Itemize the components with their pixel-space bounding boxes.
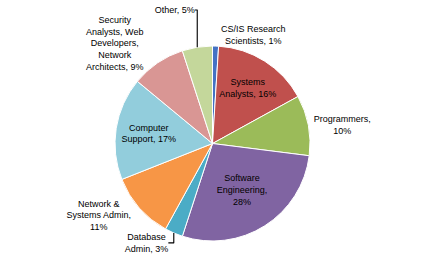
svg-text:SoftwareEngineering,28%: SoftwareEngineering,28% <box>217 173 268 206</box>
svg-text:CS/IS ResearchScientists, 1%: CS/IS ResearchScientists, 1% <box>221 24 286 46</box>
svg-text:SecurityAnalysts, WebDeveloper: SecurityAnalysts, WebDevelopers,NetworkA… <box>86 15 144 72</box>
svg-text:SystemsAnalysts, 16%: SystemsAnalysts, 16% <box>219 77 276 99</box>
svg-text:Programmers,10%: Programmers,10% <box>314 114 371 136</box>
svg-text:Other, 5%: Other, 5% <box>155 5 195 15</box>
svg-text:ComputerSupport, 17%: ComputerSupport, 17% <box>121 123 176 145</box>
svg-text:Network &Systems Admin,11%: Network &Systems Admin,11% <box>66 199 131 232</box>
svg-text:DatabaseAdmin, 3%: DatabaseAdmin, 3% <box>125 232 169 254</box>
